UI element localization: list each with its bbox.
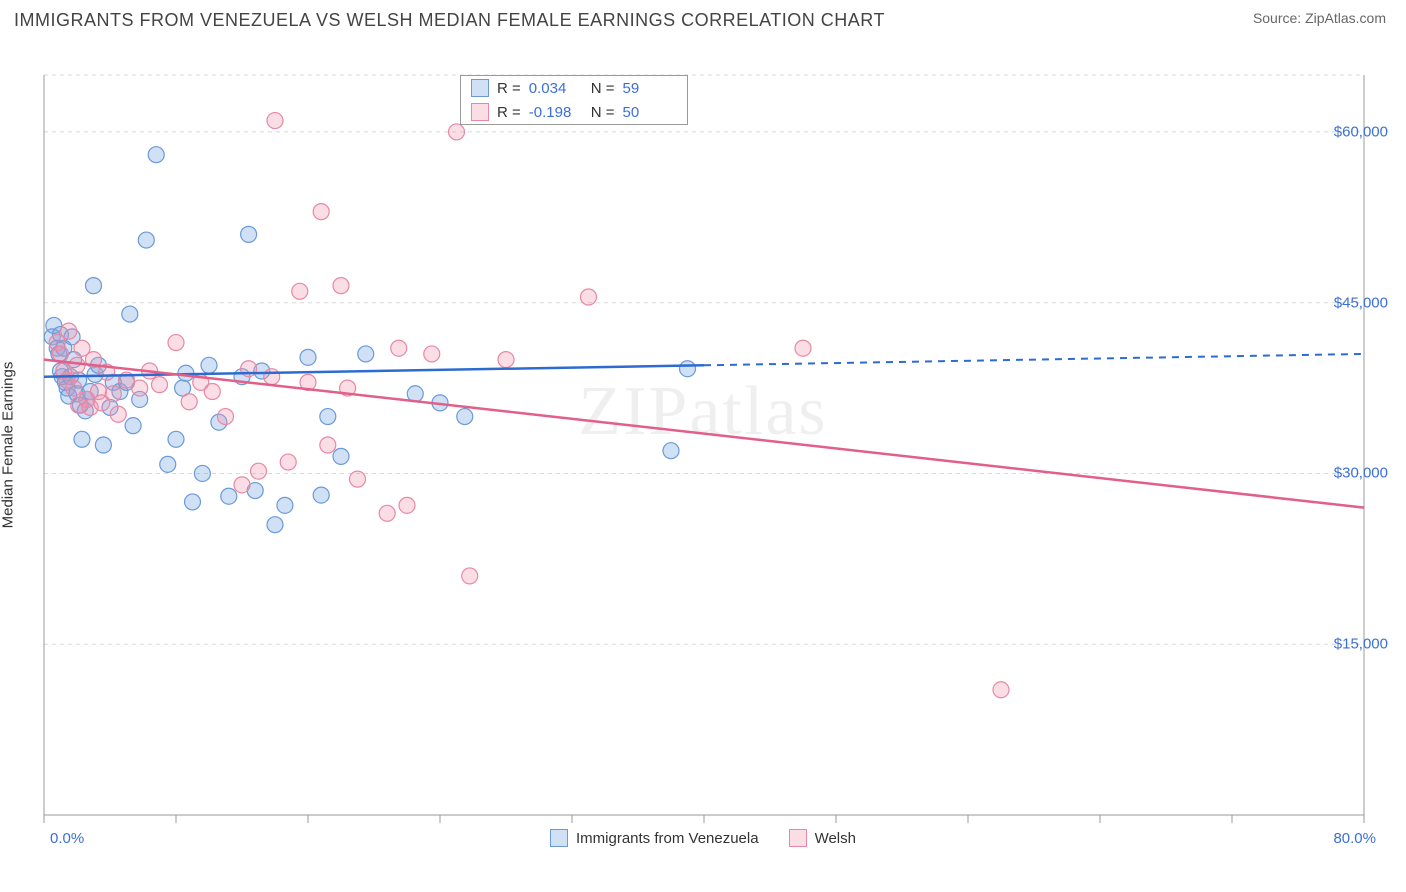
stat-r-label: R = [497, 80, 521, 97]
stat-r-label: R = [497, 104, 521, 121]
y-tick-label: $45,000 [1334, 294, 1388, 311]
y-tick-label: $30,000 [1334, 465, 1388, 482]
stat-r-value: -0.198 [529, 104, 583, 121]
stats-row: R = 0.034 N = 59 [461, 76, 687, 100]
scatter-chart [0, 35, 1406, 855]
legend-swatch [789, 829, 807, 847]
header: IMMIGRANTS FROM VENEZUELA VS WELSH MEDIA… [0, 0, 1406, 35]
stats-row: R = -0.198 N = 50 [461, 100, 687, 124]
legend-label: Welsh [815, 830, 856, 847]
legend-swatch [550, 829, 568, 847]
legend-item: Immigrants from Venezuela [550, 829, 759, 847]
legend: Immigrants from Venezuela Welsh [550, 829, 856, 847]
stat-n-label: N = [591, 80, 615, 97]
x-min-label: 0.0% [50, 830, 84, 847]
correlation-stats-box: R = 0.034 N = 59 R = -0.198 N = 50 [460, 75, 688, 125]
source-label: Source: ZipAtlas.com [1253, 10, 1386, 26]
legend-item: Welsh [789, 829, 856, 847]
series-swatch [471, 79, 489, 97]
stat-n-value: 59 [623, 80, 677, 97]
stat-r-value: 0.034 [529, 80, 583, 97]
chart-title: IMMIGRANTS FROM VENEZUELA VS WELSH MEDIA… [14, 10, 885, 31]
stat-n-value: 50 [623, 104, 677, 121]
y-tick-label: $15,000 [1334, 636, 1388, 653]
series-swatch [471, 103, 489, 121]
x-axis-footer: 0.0% Immigrants from Venezuela Welsh 80.0… [0, 829, 1406, 847]
x-max-label: 80.0% [1333, 830, 1376, 847]
y-tick-label: $60,000 [1334, 123, 1388, 140]
stat-n-label: N = [591, 104, 615, 121]
legend-label: Immigrants from Venezuela [576, 830, 759, 847]
chart-area: Median Female Earnings ZIPatlas R =0.034… [0, 35, 1406, 855]
